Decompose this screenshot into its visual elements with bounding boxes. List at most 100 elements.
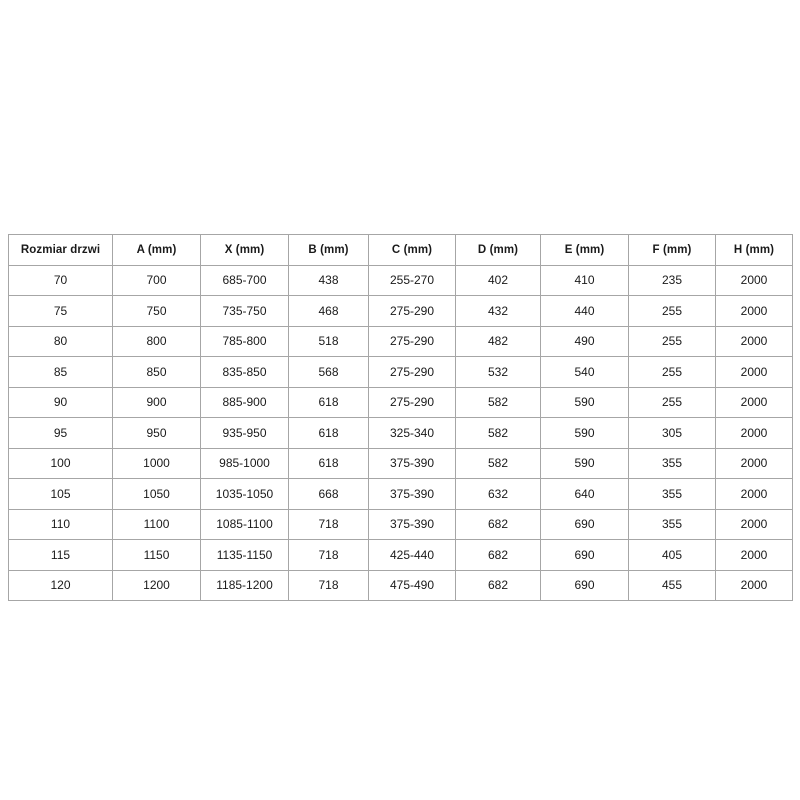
- table-cell: 735-750: [200, 295, 289, 327]
- table-cell: 305: [628, 417, 716, 449]
- table-row: 95 950 935-950 618 325-340 582 590 305 2000: [8, 417, 793, 449]
- table-cell: 235: [628, 264, 716, 296]
- table-header: Rozmiar drzwi A (mm) X (mm) B (mm) C (mm) D (…: [8, 234, 793, 266]
- column-header: F (mm): [628, 234, 716, 266]
- table-cell: 275-290: [368, 386, 456, 418]
- table-row: 85 850 835-850 568 275-290 532 540 255 2000: [8, 356, 793, 388]
- table-cell: 835-850: [200, 356, 289, 388]
- column-header: Rozmiar drzwi: [8, 234, 113, 266]
- table-cell: 432: [455, 295, 541, 327]
- table-cell: 885-900: [200, 386, 289, 418]
- table-cell: 2000: [715, 447, 793, 479]
- table-cell: 255: [628, 386, 716, 418]
- column-header: H (mm): [715, 234, 793, 266]
- table-cell: 590: [540, 386, 629, 418]
- row-label-cell: 80: [8, 325, 113, 357]
- table-cell: 255: [628, 295, 716, 327]
- column-header: A (mm): [112, 234, 201, 266]
- table-cell: 718: [288, 539, 369, 571]
- column-header: D (mm): [455, 234, 541, 266]
- table-cell: 532: [455, 356, 541, 388]
- table-cell: 685-700: [200, 264, 289, 296]
- row-label-cell: 70: [8, 264, 113, 296]
- table-cell: 985-1000: [200, 447, 289, 479]
- column-header: B (mm): [288, 234, 369, 266]
- row-label-cell: 85: [8, 356, 113, 388]
- row-label-cell: 100: [8, 447, 113, 479]
- table-cell: 1085-1100: [200, 508, 289, 540]
- table-cell: 785-800: [200, 325, 289, 357]
- row-label-cell: 115: [8, 539, 113, 571]
- table-cell: 582: [455, 417, 541, 449]
- row-label-cell: 75: [8, 295, 113, 327]
- table-header-row: Rozmiar drzwi A (mm) X (mm) B (mm) C (mm) D (…: [8, 234, 793, 266]
- table-cell: 718: [288, 569, 369, 601]
- table-row: 70 700 685-700 438 255-270 402 410 235 2000: [8, 264, 793, 296]
- table-cell: 375-390: [368, 508, 456, 540]
- row-label-cell: 90: [8, 386, 113, 418]
- table-cell: 718: [288, 508, 369, 540]
- column-header: C (mm): [368, 234, 456, 266]
- table-cell: 682: [455, 539, 541, 571]
- table-cell: 325-340: [368, 417, 456, 449]
- table-cell: 2000: [715, 539, 793, 571]
- table-cell: 255: [628, 356, 716, 388]
- table-cell: 590: [540, 417, 629, 449]
- table-cell: 440: [540, 295, 629, 327]
- table-cell: 1000: [112, 447, 201, 479]
- table-cell: 2000: [715, 569, 793, 601]
- table-cell: 402: [455, 264, 541, 296]
- table-cell: 438: [288, 264, 369, 296]
- table-cell: 582: [455, 386, 541, 418]
- table-cell: 850: [112, 356, 201, 388]
- table-cell: 375-390: [368, 478, 456, 510]
- table-cell: 700: [112, 264, 201, 296]
- table-cell: 2000: [715, 508, 793, 540]
- table-cell: 540: [540, 356, 629, 388]
- table-cell: 632: [455, 478, 541, 510]
- table-cell: 2000: [715, 356, 793, 388]
- table-cell: 935-950: [200, 417, 289, 449]
- table-cell: 425-440: [368, 539, 456, 571]
- table-cell: 2000: [715, 325, 793, 357]
- table-cell: 590: [540, 447, 629, 479]
- table-cell: 1135-1150: [200, 539, 289, 571]
- table-cell: 355: [628, 447, 716, 479]
- table-cell: 582: [455, 447, 541, 479]
- table-row: 90 900 885-900 618 275-290 582 590 255 2000: [8, 386, 793, 418]
- table-cell: 1050: [112, 478, 201, 510]
- table-cell: 1035-1050: [200, 478, 289, 510]
- table-cell: 468: [288, 295, 369, 327]
- table-cell: 1185-1200: [200, 569, 289, 601]
- specification-table-container: Rozmiar drzwi A (mm) X (mm) B (mm) C (mm) D (…: [8, 234, 793, 601]
- column-header: X (mm): [200, 234, 289, 266]
- table-row: 105 1050 1035-1050 668 375-390 632 640 355 2000: [8, 478, 793, 510]
- table-cell: 640: [540, 478, 629, 510]
- table-cell: 690: [540, 569, 629, 601]
- table-cell: 690: [540, 539, 629, 571]
- table-cell: 690: [540, 508, 629, 540]
- table-cell: 1100: [112, 508, 201, 540]
- table-cell: 255: [628, 325, 716, 357]
- table-cell: 355: [628, 508, 716, 540]
- table-cell: 750: [112, 295, 201, 327]
- table-cell: 355: [628, 478, 716, 510]
- table-cell: 682: [455, 569, 541, 601]
- table-cell: 375-390: [368, 447, 456, 479]
- table-cell: 2000: [715, 386, 793, 418]
- row-label-cell: 110: [8, 508, 113, 540]
- table-cell: 405: [628, 539, 716, 571]
- table-cell: 2000: [715, 478, 793, 510]
- table-cell: 618: [288, 447, 369, 479]
- table-cell: 618: [288, 386, 369, 418]
- table-cell: 1150: [112, 539, 201, 571]
- column-header: E (mm): [540, 234, 629, 266]
- table-cell: 800: [112, 325, 201, 357]
- table-cell: 2000: [715, 295, 793, 327]
- table-cell: 1200: [112, 569, 201, 601]
- table-cell: 490: [540, 325, 629, 357]
- table-row: 80 800 785-800 518 275-290 482 490 255 2000: [8, 325, 793, 357]
- table-row: 115 1150 1135-1150 718 425-440 682 690 405 2000: [8, 539, 793, 571]
- table-cell: 475-490: [368, 569, 456, 601]
- table-cell: 482: [455, 325, 541, 357]
